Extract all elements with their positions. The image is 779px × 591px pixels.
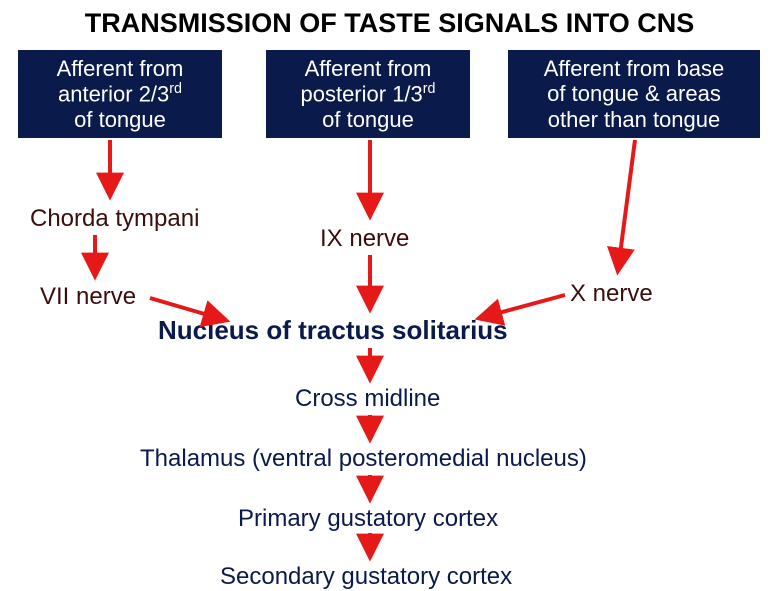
label-chorda: Chorda tympani: [30, 205, 199, 233]
page-title: TRANSMISSION OF TASTE SIGNALS INTO CNS: [0, 8, 779, 39]
label-secondary: Secondary gustatory cortex: [220, 563, 512, 591]
label-x: X nerve: [570, 280, 653, 308]
source-box-src2: Afferent fromposterior 1/3rdof tongue: [266, 50, 470, 138]
source-box-src3: Afferent from baseof tongue & areasother…: [508, 50, 760, 138]
label-primary: Primary gustatory cortex: [238, 505, 498, 533]
arrow-a6: [618, 140, 635, 270]
label-nucleus: Nucleus of tractus solitarius: [158, 315, 508, 346]
label-vii: VII nerve: [40, 283, 136, 311]
label-thalamus: Thalamus (ventral posteromedial nucleus): [140, 445, 587, 473]
source-box-src1: Afferent fromanterior 2/3rdof tongue: [18, 50, 222, 138]
label-ix: IX nerve: [320, 225, 409, 253]
label-cross: Cross midline: [295, 385, 440, 413]
